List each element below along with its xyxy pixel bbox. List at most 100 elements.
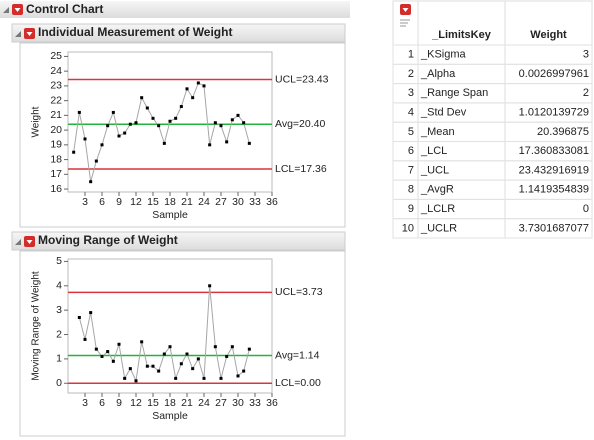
disclosure-icon[interactable] <box>15 239 21 245</box>
menu-arrow <box>26 240 33 244</box>
data-point <box>185 352 189 356</box>
data-point <box>157 369 161 373</box>
data-point <box>202 376 206 380</box>
x-tick-label: 15 <box>147 196 159 208</box>
data-point <box>202 84 206 88</box>
cell: 1.0120139729 <box>519 106 589 118</box>
y-tick-label: 3 <box>56 304 62 316</box>
data-point <box>208 143 212 147</box>
cell: _Range Span <box>420 87 488 99</box>
cell: 1.1419354839 <box>519 184 589 196</box>
x-tick-label: 9 <box>116 196 122 208</box>
y-tick-label: 24 <box>50 65 62 77</box>
data-point <box>145 364 149 368</box>
cell: 20.396875 <box>537 126 589 138</box>
data-point <box>134 121 138 125</box>
x-tick-label: 18 <box>164 397 176 409</box>
x-tick-label: 6 <box>99 397 105 409</box>
y-tick-label: 16 <box>50 183 62 195</box>
cell: _LCLR <box>420 203 455 215</box>
y-tick-label: 17 <box>50 168 62 180</box>
menu-arrow <box>26 32 33 36</box>
table-header <box>392 0 593 46</box>
x-tick-label: 6 <box>99 196 105 208</box>
section-title: Individual Measurement of Weight <box>38 25 232 39</box>
column-header: Weight <box>530 29 567 41</box>
disclosure-icon[interactable] <box>3 7 9 13</box>
x-tick-label: 18 <box>164 196 176 208</box>
data-point <box>225 140 229 144</box>
y-tick-label: 4 <box>56 280 62 292</box>
cell: 23.432916919 <box>519 164 589 176</box>
data-point <box>106 350 110 354</box>
x-tick-label: 36 <box>266 397 278 409</box>
x-tick-label: 21 <box>181 196 193 208</box>
data-point <box>196 357 200 361</box>
data-point <box>230 118 234 122</box>
data-point <box>196 81 200 85</box>
cell: 3 <box>583 49 589 61</box>
data-point <box>157 124 161 128</box>
row-number: 7 <box>408 164 414 176</box>
data-point <box>213 345 217 349</box>
y-tick-label: 0 <box>56 377 62 389</box>
x-tick-label: 3 <box>82 397 88 409</box>
cell: 17.360833081 <box>519 145 589 157</box>
data-point <box>72 150 76 154</box>
data-point <box>100 143 104 147</box>
y-tick-label: 23 <box>50 80 62 92</box>
limit-label: Avg=20.40 <box>275 118 325 130</box>
cell: 0.0026997961 <box>519 68 589 80</box>
data-point <box>242 121 246 125</box>
section-bar <box>11 23 346 43</box>
x-axis-label: Sample <box>152 410 188 422</box>
cell: _Alpha <box>420 68 456 80</box>
data-point <box>247 141 251 145</box>
data-point <box>162 352 166 356</box>
row-number: 1 <box>408 49 414 61</box>
x-tick-label: 21 <box>181 397 193 409</box>
row-number: 4 <box>408 106 414 118</box>
data-point <box>94 159 98 163</box>
data-point <box>77 110 81 114</box>
table-icon <box>400 19 410 27</box>
row-number: 8 <box>408 184 414 196</box>
x-tick-label: 27 <box>215 397 227 409</box>
data-point <box>168 345 172 349</box>
data-point <box>140 340 144 344</box>
data-point <box>162 141 166 145</box>
data-point <box>208 284 212 288</box>
limit-label: LCL=17.36 <box>275 163 327 175</box>
data-point <box>230 345 234 349</box>
disclosure-icon[interactable] <box>15 31 21 37</box>
data-point <box>128 367 132 371</box>
section-bar <box>11 231 346 251</box>
data-point <box>191 367 195 371</box>
x-tick-label: 36 <box>266 196 278 208</box>
x-tick-label: 12 <box>130 397 142 409</box>
data-point <box>174 376 178 380</box>
cell: _UCLR <box>420 222 457 234</box>
data-point <box>179 105 183 109</box>
y-tick-label: 18 <box>50 153 62 165</box>
limit-label: UCL=3.73 <box>275 286 323 298</box>
data-point <box>168 119 172 123</box>
data-point <box>83 137 87 141</box>
data-point <box>179 362 183 366</box>
row-number: 3 <box>408 87 414 99</box>
menu-arrow <box>14 8 21 12</box>
row-number: 9 <box>408 203 414 215</box>
data-point <box>77 315 81 319</box>
cell: 3.7301687077 <box>519 222 589 234</box>
data-point <box>106 124 110 128</box>
y-tick-label: 19 <box>50 139 62 151</box>
x-tick-label: 30 <box>232 397 244 409</box>
data-point <box>151 116 155 120</box>
y-tick-label: 5 <box>56 255 62 267</box>
y-tick-label: 1 <box>56 353 62 365</box>
data-point <box>89 180 93 184</box>
data-point <box>123 376 127 380</box>
y-tick-label: 21 <box>50 109 62 121</box>
